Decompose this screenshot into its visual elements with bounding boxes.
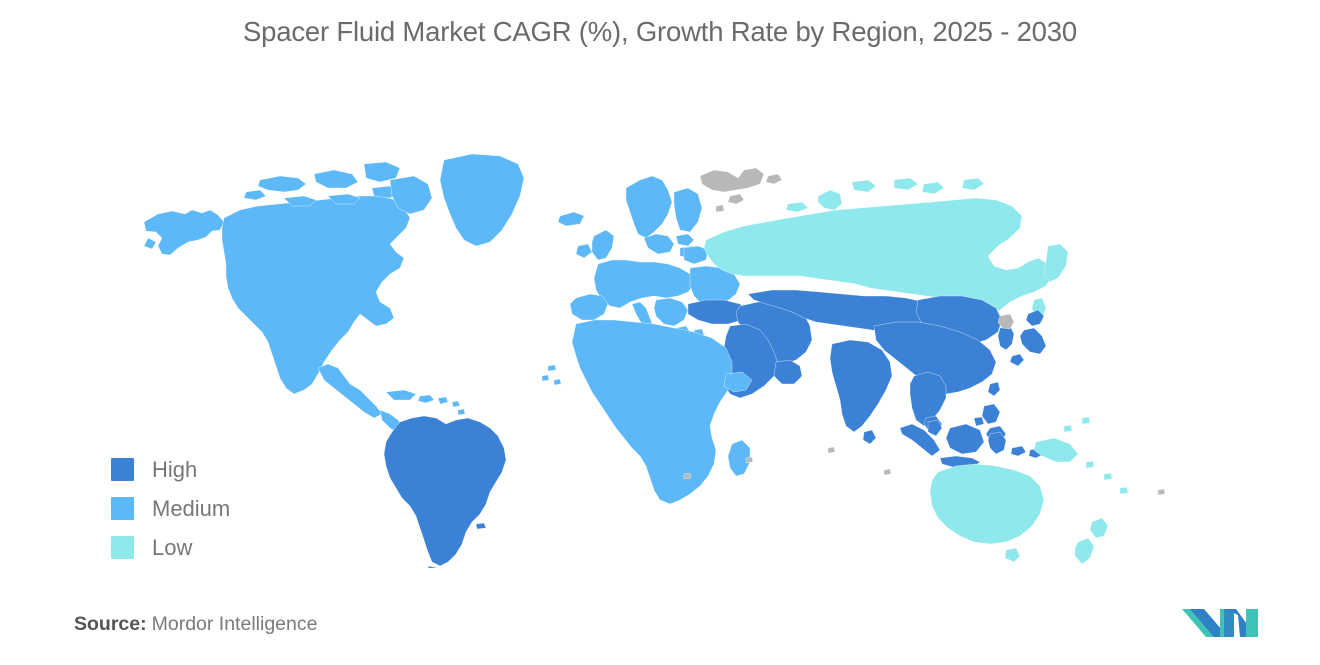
region-uncategorized <box>684 168 1165 495</box>
legend-label-high: High <box>152 456 198 482</box>
source-attribution: Source: Mordor Intelligence <box>74 613 317 636</box>
region-asia-pacific[interactable] <box>748 290 1046 468</box>
world-choropleth-map <box>128 118 1208 568</box>
mordor-intelligence-logo[interactable] <box>1180 601 1260 645</box>
source-value: Mordor Intelligence <box>151 613 318 635</box>
legend-item-medium[interactable]: Medium <box>111 489 341 528</box>
legend-swatch-medium <box>111 497 134 520</box>
legend-swatch-low <box>111 536 134 559</box>
region-europe[interactable] <box>570 176 740 336</box>
source-label: Source: <box>74 613 147 635</box>
page-title: Spacer Fluid Market CAGR (%), Growth Rat… <box>243 16 1077 47</box>
region-north-america[interactable] <box>144 154 584 434</box>
legend-label-low: Low <box>152 534 193 560</box>
legend-swatch-high <box>111 458 134 481</box>
legend-label-medium: Medium <box>152 495 231 521</box>
legend-item-high[interactable]: High <box>111 450 341 489</box>
region-south-america[interactable] <box>384 416 506 568</box>
region-russia[interactable] <box>704 178 1068 318</box>
legend-item-low[interactable]: Low <box>111 528 341 567</box>
region-africa[interactable] <box>542 320 752 504</box>
map-legend: High Medium Low <box>111 450 341 567</box>
region-oceania[interactable] <box>930 417 1128 564</box>
